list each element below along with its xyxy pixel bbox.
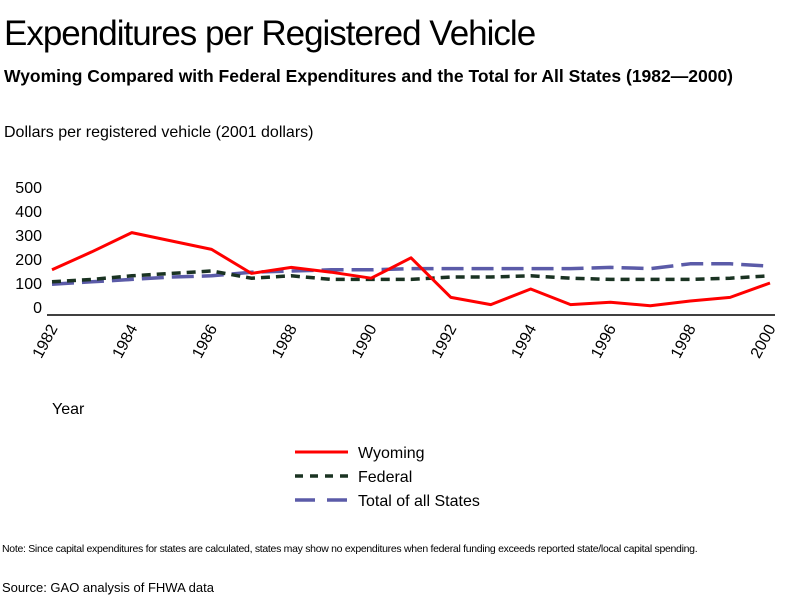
legend-label: Total of all States [358,493,480,510]
y-tick-label: 0 [33,300,42,317]
y-tick-label: 300 [15,228,42,245]
x-tick-label: 1990 [349,322,381,361]
x-tick-label: 1992 [429,322,461,361]
series-line-wyoming [51,231,771,308]
series-line-federal [51,269,771,284]
legend-label: Federal [358,469,412,486]
source-note: Source: GAO analysis of FHWA data [2,580,214,595]
y-axis-label: Dollars per registered vehicle (2001 dol… [4,124,314,141]
legend-label: Wyoming [358,445,425,462]
y-tick-label: 100 [15,276,42,293]
x-tick-label: 1996 [588,322,620,361]
x-tick-label: 1984 [110,322,142,361]
y-tick-label: 200 [15,252,42,269]
x-axis-title: Year [52,401,85,418]
y-tick-label: 400 [15,204,42,221]
x-tick-label: 1986 [189,322,221,361]
x-tick-label: 2000 [748,322,780,361]
x-tick-label: 1994 [508,322,540,361]
x-tick-label: 1988 [269,322,301,361]
chart-title: Expenditures per Registered Vehicle [4,14,536,53]
y-tick-label: 500 [15,180,42,197]
x-tick-label: 1998 [668,322,700,361]
chart-subtitle: Wyoming Compared with Federal Expenditur… [4,66,734,86]
footnote: Note: Since capital expenditures for sta… [2,543,698,555]
x-tick-label: 1982 [30,322,62,361]
